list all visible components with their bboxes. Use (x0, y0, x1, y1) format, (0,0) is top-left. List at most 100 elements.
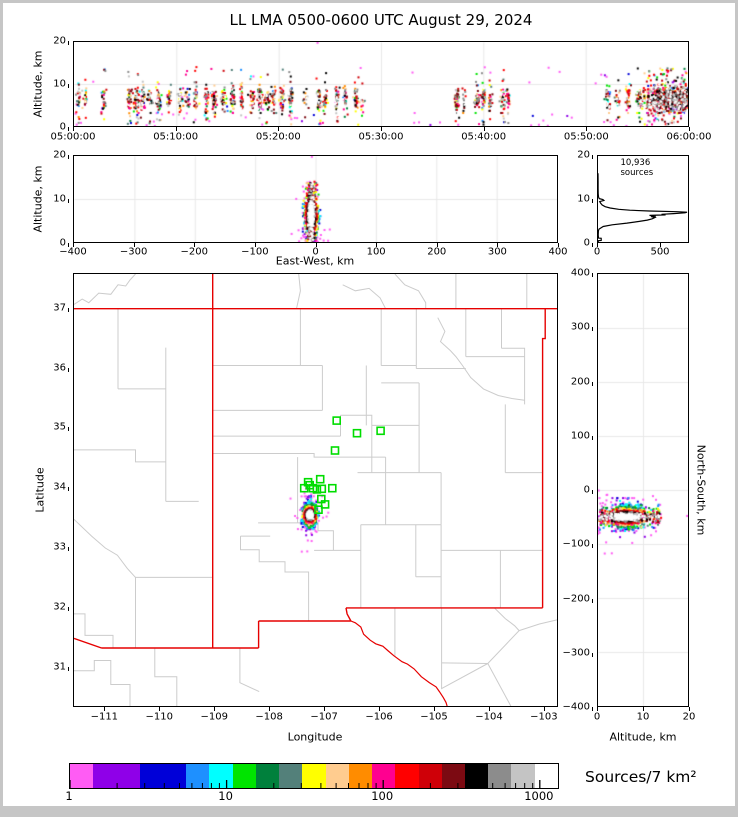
plan-view-map-panel (73, 273, 558, 707)
colorbar-label: Sources/7 km² (585, 768, 697, 786)
colorbar-segment-15 (464, 764, 489, 788)
lma-station-square (314, 505, 323, 514)
colorbar-segment-2 (139, 764, 187, 788)
north-south-altitude-panel (597, 273, 689, 707)
time-x-tick-label: 06:00:00 (666, 131, 712, 143)
ns-y-tick (592, 381, 593, 386)
time-x-tick-label: 05:20:00 (255, 131, 301, 143)
ns-y-tick-label: −100 (562, 538, 590, 550)
north-south-scatter-canvas (598, 274, 688, 706)
hist-y-tick (592, 243, 593, 247)
map-x-tick (434, 707, 435, 711)
time-x-tick-label: 05:40:00 (461, 131, 507, 143)
colorbar-tick-label: 10 (218, 789, 233, 803)
ns-y-tick-label: 0 (583, 484, 590, 496)
time-x-tick-label: 05:00:00 (50, 131, 96, 143)
ns-x-tick-label: 10 (636, 711, 650, 723)
time-y-tick-label: 20 (53, 35, 66, 47)
ew-x-tick-label: −200 (180, 246, 208, 258)
lma-station-square (320, 500, 330, 509)
colorbar-segment-5 (232, 764, 256, 788)
map-x-tick (324, 707, 326, 711)
map-ylabel: Latitude (33, 467, 47, 513)
ns-y-tick (592, 707, 593, 711)
ew-x-tick (315, 243, 317, 247)
ew-x-tick (376, 243, 378, 247)
ew-y-tick-label: 0 (59, 237, 66, 249)
ns-x-tick-label: 20 (682, 711, 696, 723)
map-x-tick-label: −105 (420, 711, 448, 723)
map-scatter-canvas (74, 274, 557, 706)
map-y-tick-label: 37 (53, 302, 66, 314)
time-y-tick-label: 0 (59, 121, 66, 133)
time-x-tick (278, 127, 280, 131)
time-y-tick-label: 10 (53, 78, 66, 90)
map-x-tick (159, 707, 161, 711)
east-west-altitude-panel (73, 155, 558, 243)
map-y-tick (68, 547, 69, 552)
ns-y-tick (592, 490, 593, 494)
ew-y-tick (68, 243, 69, 247)
time-x-tick-label: 05:50:00 (563, 131, 609, 143)
ns-x-tick-label: 0 (593, 711, 601, 723)
map-x-tick-label: −107 (310, 711, 338, 723)
ew-x-tick (497, 243, 499, 247)
source-count-note: 10,936 sources (620, 158, 654, 178)
colorbar-tick-label: 1 (65, 789, 73, 803)
colorbar-segment-18 (534, 764, 558, 788)
colorbar-ticks (70, 780, 541, 788)
ns-y-tick-label: 300 (570, 321, 590, 333)
ns-y-tick (592, 598, 593, 603)
hist-y-tick (592, 199, 593, 203)
map-y-tick (68, 606, 69, 611)
ew-x-tick-label: 200 (427, 246, 447, 258)
map-x-tick (379, 707, 381, 711)
lma-station-square (328, 483, 337, 493)
map-x-tick-label: −111 (90, 711, 119, 723)
lma-station-square (352, 428, 362, 438)
ew-x-tick-label: −300 (119, 246, 148, 258)
hist-y-tick-label: 0 (583, 237, 590, 249)
ew-y-tick-label: 10 (53, 193, 66, 205)
time-x-tick (483, 127, 485, 131)
ew-x-tick (194, 243, 196, 247)
hist-x-tick-label: 0 (593, 246, 601, 258)
colorbar-segment-12 (395, 764, 419, 788)
map-x-tick (269, 707, 271, 711)
ns-y-tick (592, 435, 593, 440)
ns-y-tick-label: 400 (570, 267, 590, 279)
colorbar-segment-6 (255, 764, 280, 788)
ew-x-tick-label: 0 (312, 246, 319, 258)
ns-y-tick (592, 327, 593, 332)
ns-y-tick (592, 544, 593, 549)
time-x-tick (689, 127, 690, 131)
map-y-tick-label: 33 (53, 541, 66, 553)
map-y-tick-label: 34 (53, 481, 66, 493)
time-y-tick (68, 41, 69, 45)
colorbar-segment-10 (348, 764, 373, 788)
ew-x-tick-label: 100 (366, 246, 386, 258)
colorbar-segment-9 (325, 764, 349, 788)
hist-x-tick (660, 243, 661, 247)
map-y-tick-label: 32 (53, 601, 66, 613)
time-height-panel (73, 41, 689, 127)
ew-panel-xlabel: East-West, km (275, 254, 355, 268)
map-x-tick (104, 707, 106, 711)
time-height-scatter-canvas (74, 42, 688, 126)
colorbar-segment-7 (279, 764, 303, 788)
lma-station-square (315, 474, 325, 484)
altitude-histogram-panel: 10,936 sources (597, 155, 689, 243)
time-y-tick (68, 127, 69, 131)
colorbar-segment-13 (418, 764, 442, 788)
page-title: LL LMA 0500-0600 UTC August 29, 2024 (229, 11, 533, 29)
lma-station-square (376, 426, 385, 436)
lma-station-square (332, 416, 342, 425)
ew-x-tick-label: 300 (487, 246, 507, 258)
hist-y-tick-label: 10 (577, 193, 590, 205)
time-x-tick (586, 127, 588, 131)
ew-x-tick-label: −100 (241, 246, 269, 258)
colorbar (69, 763, 559, 789)
map-x-tick-label: −104 (475, 711, 503, 723)
hist-y-tick (592, 155, 593, 159)
